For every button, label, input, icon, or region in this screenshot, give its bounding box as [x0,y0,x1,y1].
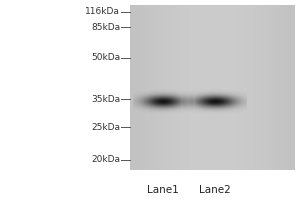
Text: 20kDa: 20kDa [91,156,120,164]
Text: 35kDa: 35kDa [91,95,120,104]
Text: Lane2: Lane2 [199,185,231,195]
Text: 85kDa: 85kDa [91,22,120,31]
Text: 116kDa: 116kDa [85,7,120,17]
Text: Lane1: Lane1 [147,185,179,195]
Text: 50kDa: 50kDa [91,53,120,62]
Text: 25kDa: 25kDa [91,122,120,132]
